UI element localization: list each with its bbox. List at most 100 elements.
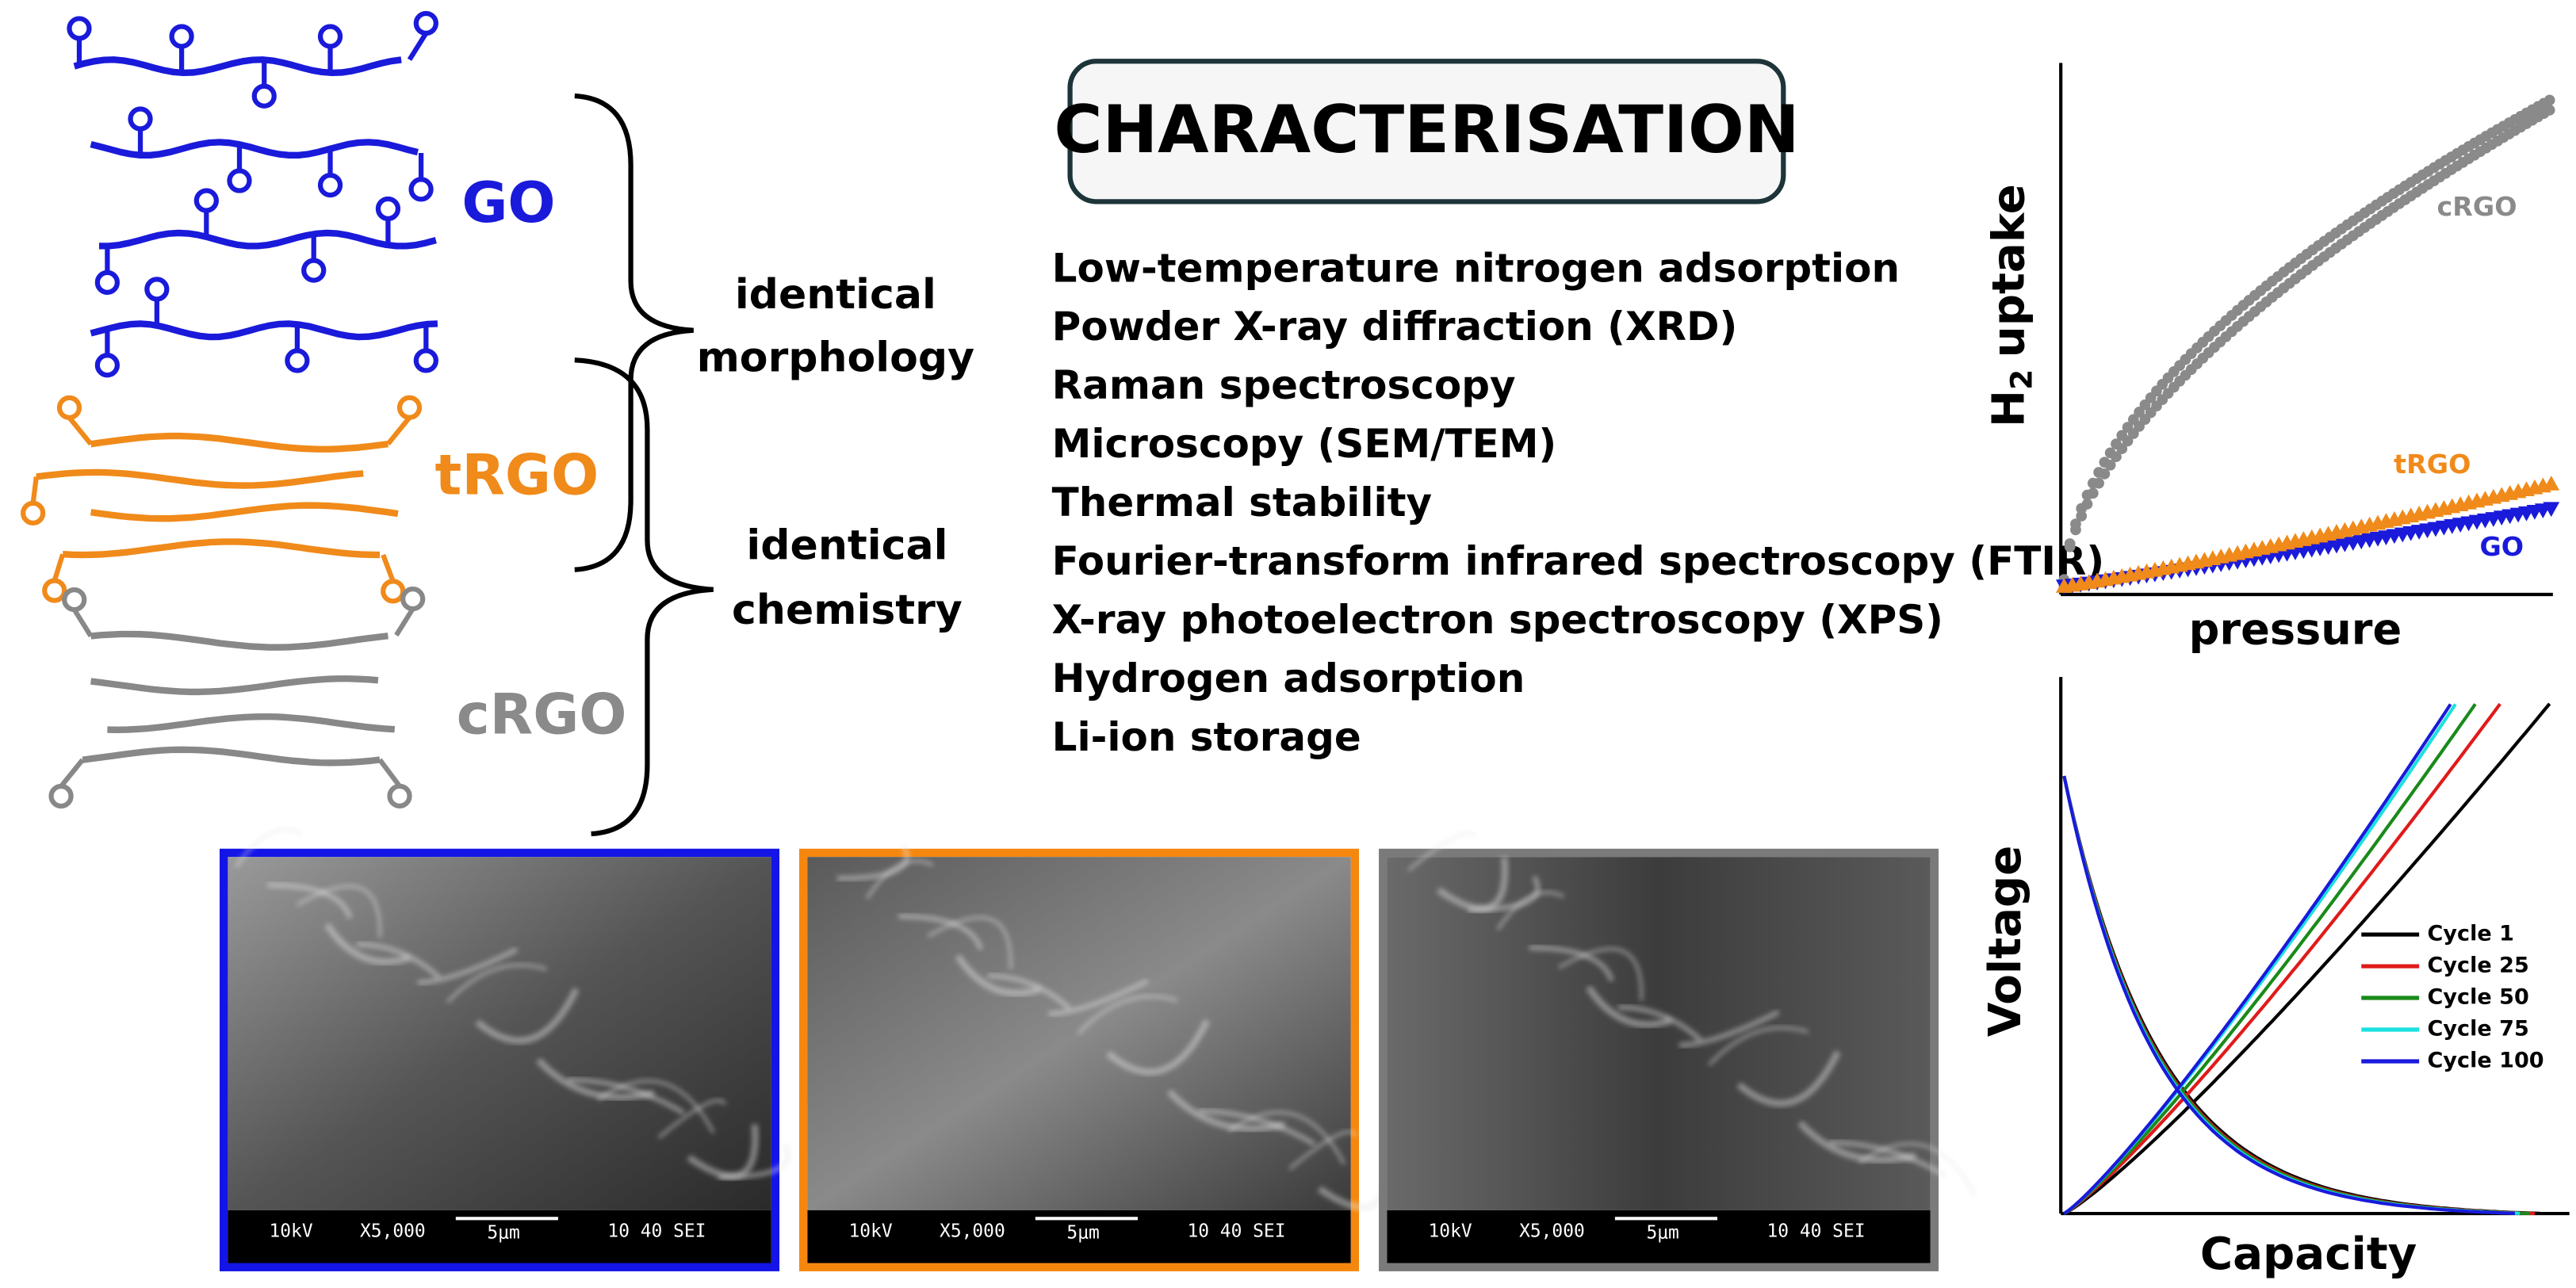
curve-point [2543, 94, 2555, 106]
sem-texture [475, 987, 580, 1044]
sem-texture [1288, 1129, 1357, 1171]
functional-group [72, 608, 94, 638]
x-axis-label: Capacity [2200, 1229, 2417, 1280]
curve-point [2087, 487, 2099, 499]
legend-label: Cycle 50 [2428, 985, 2529, 1010]
sem-scale: 5μm [1066, 1223, 1099, 1244]
functional-group [94, 269, 120, 295]
functional-group [396, 395, 423, 420]
sem-texture [1586, 985, 1672, 1028]
curve-point [2543, 502, 2560, 518]
x-axis-label: pressure [2189, 605, 2402, 655]
series-label: tRGO [2394, 449, 2471, 480]
sem-info: 10 40 SEI [1766, 1221, 1865, 1241]
functional-group [62, 587, 87, 613]
functional-group [408, 177, 434, 202]
sem-info: 10 40 SEI [1187, 1221, 1285, 1241]
sem-texture [657, 1099, 727, 1139]
functional-group [227, 168, 252, 193]
sem-texture [267, 882, 353, 919]
functional-group [42, 578, 67, 603]
sem-texture [446, 963, 547, 1003]
functional-group [94, 353, 120, 378]
sem-texture [1858, 1142, 1977, 1197]
bracket-label: chemistry [732, 587, 963, 634]
sem-texture [1708, 1026, 1809, 1067]
sem-magnification: X5,000 [360, 1221, 426, 1241]
functional-group [67, 16, 92, 41]
technique: Low-temperature nitrogen adsorption [1052, 245, 1900, 291]
curve-point [2070, 524, 2081, 536]
sheet-line [62, 538, 381, 559]
sem-magnification: X5,000 [1519, 1221, 1585, 1241]
curve-point [2104, 459, 2116, 471]
y-axis-label: Voltage [1980, 846, 2031, 1038]
functional-group [381, 553, 396, 583]
brace [574, 93, 694, 572]
sem-texture [1436, 856, 1509, 912]
technique: Thermal stability [1052, 480, 1432, 526]
curve-point [2099, 468, 2111, 480]
sem-texture [1407, 831, 1476, 872]
sheet-line [90, 630, 389, 651]
functional-group [301, 258, 327, 283]
sheet-line [90, 502, 399, 522]
bracket-label: morphology [697, 334, 975, 381]
functional-group [169, 24, 194, 49]
sheet-line [107, 713, 396, 733]
functional-group [193, 188, 219, 213]
sem-voltage: 10kV [849, 1221, 893, 1241]
functional-group [394, 607, 415, 637]
legend-label: Cycle 100 [2428, 1049, 2544, 1073]
sem-texture [596, 1079, 715, 1133]
sheet-line [90, 320, 438, 341]
title: CHARACTERISATION [1054, 91, 1799, 168]
functional-group [30, 476, 39, 504]
sem-texture [1048, 978, 1149, 1017]
sem-texture [898, 914, 984, 950]
functional-group [52, 553, 66, 582]
sheet-label: tRGO [435, 442, 599, 508]
sheet-label: cRGO [457, 682, 627, 747]
curve-point [2134, 406, 2145, 418]
sem-texture [1166, 1089, 1286, 1132]
sheet-line [90, 432, 389, 453]
functional-group [285, 348, 310, 373]
sem-texture [1199, 1108, 1316, 1147]
curve-point [2122, 435, 2134, 447]
functional-group [413, 348, 438, 373]
sem-texture [1736, 1050, 1841, 1107]
functional-group [21, 500, 46, 526]
sem-info: 10 40 SEI [607, 1221, 706, 1241]
sem-texture [1529, 945, 1614, 982]
functional-group [59, 758, 85, 788]
functional-group [375, 196, 401, 222]
sem-texture [235, 827, 304, 868]
voltage-curve [2063, 702, 2551, 1215]
curve-point [2093, 477, 2104, 489]
technique: Microscopy (SEM/TEM) [1052, 421, 1557, 467]
bracket-label: identical [746, 522, 947, 570]
functional-group [67, 415, 93, 446]
functional-group [407, 32, 428, 61]
functional-group [400, 586, 426, 612]
label-part: H [1983, 390, 2034, 427]
curve-point [2543, 476, 2560, 491]
y-axis-label: H2 uptake [1983, 184, 2038, 427]
technique: Powder X-ray diffraction (XRD) [1052, 304, 1738, 350]
functional-group [128, 106, 153, 132]
sem-texture [955, 954, 1042, 997]
sem-scale: 5μm [1646, 1223, 1678, 1244]
voltage-curve [2063, 703, 2452, 1215]
functional-group [386, 415, 411, 446]
curve-point [2111, 451, 2122, 463]
sheet-line [36, 468, 364, 489]
sheet-line [90, 139, 419, 159]
sem-texture [568, 1077, 685, 1115]
title-box [1067, 59, 1786, 204]
functional-group [377, 758, 402, 788]
sem-voltage: 10kV [269, 1221, 312, 1241]
voltage-curve [2063, 703, 2457, 1215]
